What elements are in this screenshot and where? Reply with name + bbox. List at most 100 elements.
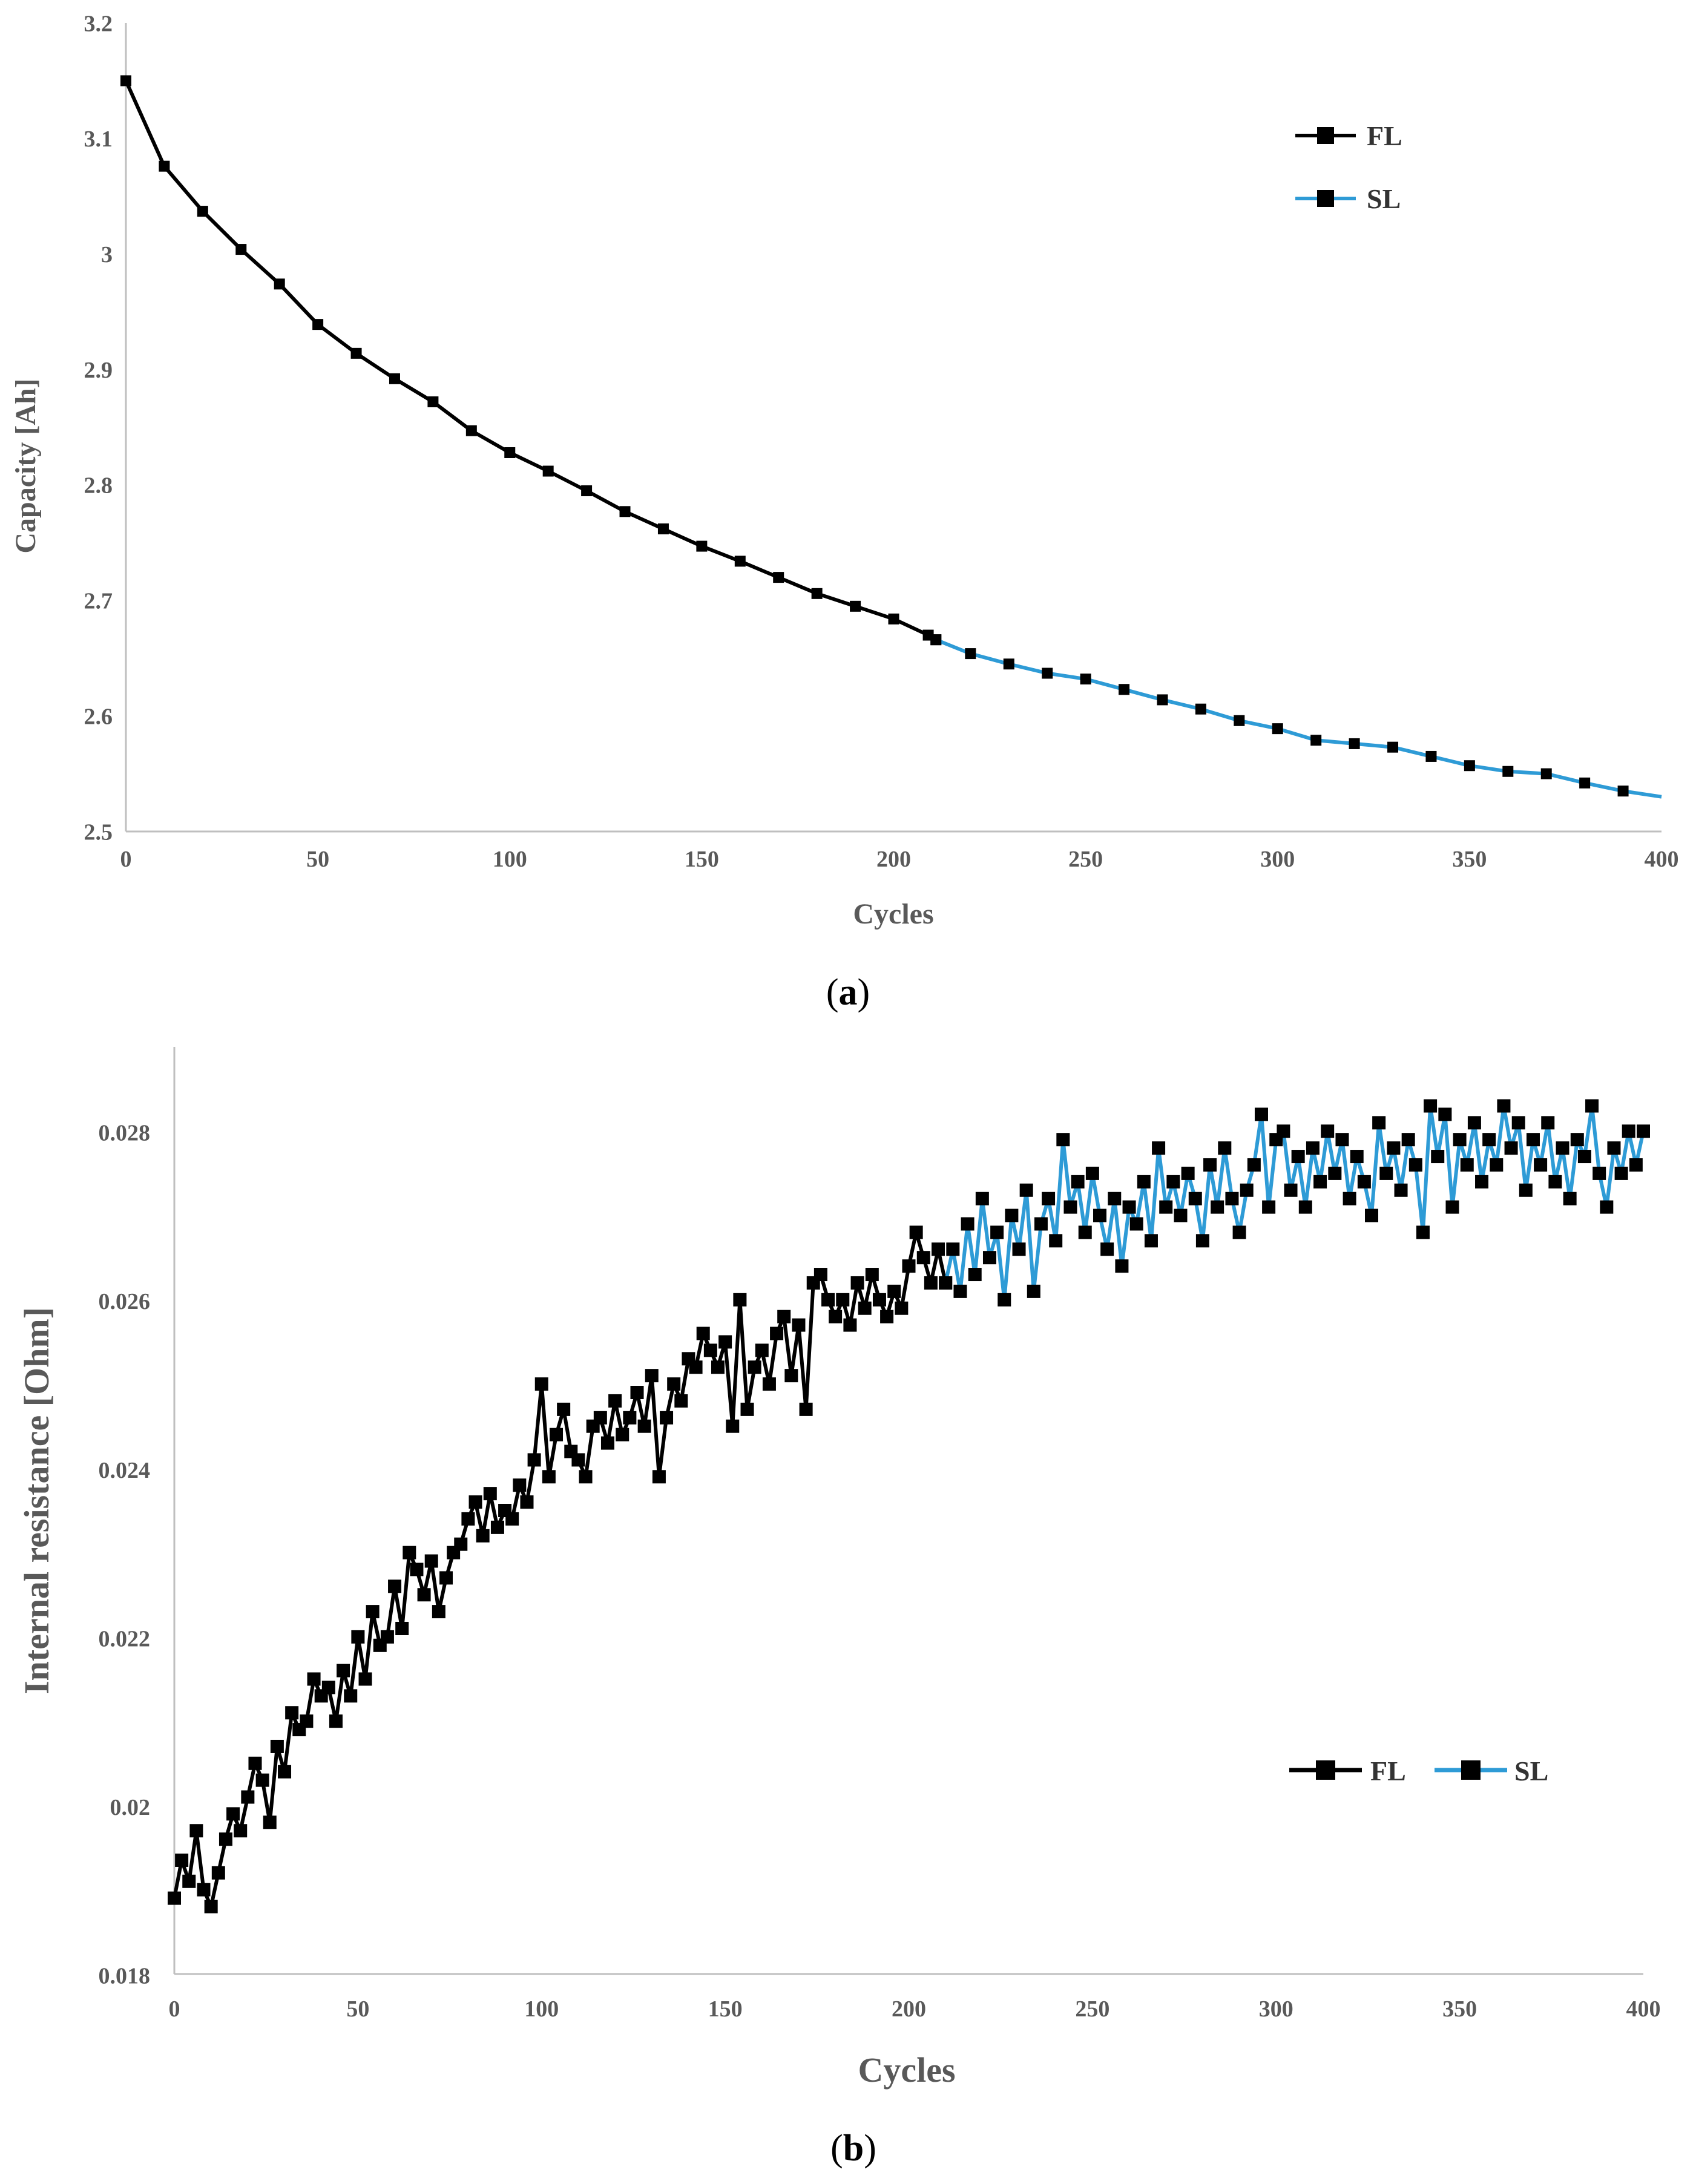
data-point-sl <box>1526 1133 1540 1147</box>
data-point-fl <box>880 1310 894 1323</box>
x-tick-label: 300 <box>1259 1996 1293 2022</box>
data-point-sl <box>1119 684 1130 695</box>
panel-a-legend-item-sl[interactable]: SL <box>1295 183 1401 214</box>
data-point-fl <box>454 1537 468 1551</box>
x-tick-label: 250 <box>1075 1996 1109 2022</box>
series-line-fl <box>173 1230 948 1909</box>
data-point-fl <box>616 1428 629 1441</box>
data-point-fl <box>811 588 823 599</box>
data-point-sl <box>1195 703 1206 715</box>
panel-a-x-axis-title: Cycles <box>853 898 933 930</box>
data-point-sl <box>1093 1208 1107 1222</box>
panel-a-legend[interactable]: FL SL <box>1295 120 1402 214</box>
data-point-sl <box>1195 1234 1209 1248</box>
data-point-fl <box>734 556 746 567</box>
data-point-fl <box>461 1512 475 1526</box>
data-point-fl <box>593 1411 607 1425</box>
data-point-sl <box>1607 1141 1621 1155</box>
data-point-sl <box>1085 1166 1099 1180</box>
y-tick-label: 0.018 <box>99 1963 151 1989</box>
data-point-sl <box>1579 777 1591 789</box>
data-point-sl <box>1298 1200 1312 1214</box>
data-point-fl <box>120 75 131 87</box>
panel-b-series <box>168 1099 1650 1913</box>
panel-b-caption-close: ) <box>864 2128 876 2169</box>
data-point-sl <box>1225 1192 1239 1205</box>
panel-b-x-tick-labels: 0 50 100 150 200 250 300 350 400 <box>169 1996 1661 2022</box>
data-point-sl <box>1203 1158 1217 1172</box>
data-point-fl <box>403 1546 416 1559</box>
y-tick-label: 3.2 <box>84 11 113 36</box>
x-tick-label: 50 <box>306 847 329 872</box>
data-point-fl <box>476 1529 490 1543</box>
panel-b-legend-item-fl[interactable]: FL <box>1289 1756 1406 1786</box>
data-point-fl <box>388 1579 402 1593</box>
legend-label-sl: SL <box>1367 183 1401 214</box>
data-point-sl <box>1277 1124 1290 1138</box>
panel-b-legend[interactable]: FL SL <box>1289 1756 1548 1786</box>
data-point-fl <box>916 1251 930 1265</box>
data-point-sl <box>1438 1107 1452 1121</box>
legend-marker-sl <box>1317 190 1334 207</box>
data-point-sl <box>1078 1225 1092 1239</box>
data-point-sl <box>1425 750 1437 762</box>
data-point-sl <box>1387 1141 1401 1155</box>
data-point-sl <box>953 1284 967 1298</box>
data-point-fl <box>542 465 554 477</box>
data-point-fl <box>307 1672 321 1686</box>
legend-marker-sl <box>1461 1760 1481 1780</box>
data-point-fl <box>395 1621 409 1635</box>
data-point-sl <box>1577 1150 1591 1164</box>
data-point-fl <box>439 1571 453 1585</box>
panel-a-caption-open: ( <box>826 972 839 1013</box>
data-point-fl <box>344 1689 358 1703</box>
data-point-fl <box>829 1310 843 1323</box>
data-point-sl <box>1181 1166 1195 1180</box>
data-point-sl <box>990 1225 1004 1239</box>
data-point-fl <box>821 1293 835 1307</box>
y-tick-label: 2.7 <box>84 589 113 614</box>
y-tick-label: 2.9 <box>84 358 113 383</box>
data-point-fl <box>571 1453 585 1467</box>
data-point-sl <box>946 1242 960 1256</box>
data-point-sl <box>1157 694 1168 706</box>
data-point-sl <box>1262 1200 1276 1214</box>
data-point-fl <box>645 1369 659 1383</box>
data-point-sl <box>1042 1192 1056 1205</box>
legend-label-sl: SL <box>1514 1756 1548 1786</box>
data-point-sl <box>1490 1158 1504 1172</box>
data-point-fl <box>211 1866 225 1880</box>
data-point-fl <box>843 1318 857 1332</box>
data-point-fl <box>465 425 477 436</box>
data-point-fl <box>718 1335 732 1349</box>
data-point-sl <box>982 1251 996 1265</box>
series-fl <box>120 75 942 646</box>
data-point-sl <box>998 1293 1011 1307</box>
data-point-sl <box>1394 1183 1408 1197</box>
data-point-sl <box>1401 1133 1415 1147</box>
panel-a-legend-item-fl[interactable]: FL <box>1295 120 1402 151</box>
data-point-fl <box>850 1276 864 1290</box>
data-point-sl <box>1335 1133 1349 1147</box>
data-point-fl <box>711 1360 725 1374</box>
y-tick-label: 0.02 <box>110 1795 151 1820</box>
data-point-sl <box>1408 1158 1422 1172</box>
data-point-fl <box>234 1824 248 1838</box>
series-line-sl <box>935 638 1662 799</box>
data-point-fl <box>337 1664 350 1677</box>
legend-marker-fl <box>1316 1760 1335 1780</box>
data-point-sl <box>1357 1175 1371 1189</box>
data-point-fl <box>623 1411 637 1425</box>
data-point-fl <box>657 523 669 534</box>
data-point-fl <box>667 1377 681 1391</box>
data-point-fl <box>312 319 324 330</box>
data-point-fl <box>329 1714 343 1728</box>
panel-b-legend-item-sl[interactable]: SL <box>1435 1756 1548 1786</box>
data-point-fl <box>219 1832 232 1846</box>
x-tick-label: 200 <box>876 847 911 872</box>
data-point-sl <box>1034 1217 1048 1231</box>
data-point-sl <box>1321 1124 1335 1138</box>
y-tick-label: 2.5 <box>84 819 113 845</box>
data-point-fl <box>550 1428 564 1441</box>
x-tick-label: 300 <box>1260 847 1295 872</box>
